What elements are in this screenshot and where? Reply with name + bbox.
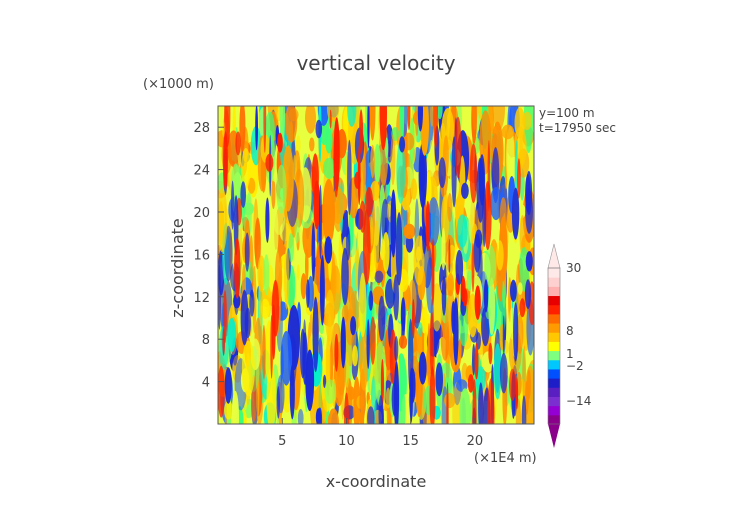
- colorbar-swatch: [548, 414, 560, 425]
- colorbar-swatch: [548, 313, 560, 324]
- x-tick-label: 15: [402, 434, 419, 449]
- y-tick-label: 28: [193, 121, 210, 136]
- plot-frame: [217, 105, 535, 425]
- annotation-y: y=100 m: [539, 106, 595, 120]
- colorbar-swatch: [548, 323, 560, 333]
- colorbar-top-arrow: [547, 243, 561, 269]
- colorbar-label: 8: [566, 324, 574, 338]
- y-tick-label: 24: [193, 164, 210, 179]
- colorbar-label: −14: [566, 394, 591, 408]
- heatmap-field: [218, 106, 534, 424]
- colorbar-swatch: [548, 286, 560, 297]
- y-tick-label: 20: [193, 206, 210, 221]
- y-tick-label: 4: [202, 376, 210, 391]
- colorbar-swatch: [548, 378, 560, 388]
- colorbar-swatch: [548, 359, 560, 370]
- x-axis-label: x-coordinate: [326, 472, 427, 491]
- colorbar-swatch: [548, 277, 560, 287]
- x-tick-label: 5: [278, 434, 286, 449]
- colorbar-bottom-arrow: [548, 424, 560, 448]
- x-tick-label: 10: [338, 434, 355, 449]
- colorbar-swatch: [548, 341, 560, 352]
- colorbar-swatch: [548, 350, 560, 361]
- colorbar-swatch: [548, 405, 560, 416]
- colorbar-swatch: [548, 304, 560, 315]
- x-axis-unit: (×1E4 m): [474, 451, 537, 466]
- y-tick-label: 12: [193, 291, 210, 306]
- y-axis: 4 8 12 16 20 24 28: [193, 121, 224, 391]
- x-axis: 5 10 15 20: [278, 418, 483, 449]
- colorbar-label: 1: [566, 347, 574, 361]
- y-tick-label: 16: [193, 248, 210, 263]
- colorbar-label: 30: [566, 261, 581, 275]
- x-tick-label: 20: [467, 434, 484, 449]
- colorbar: 30 8 1−2 −14: [547, 243, 591, 448]
- chart-title: vertical velocity: [296, 51, 455, 75]
- colorbar-swatch: [548, 368, 560, 379]
- colorbar-swatch: [548, 396, 560, 407]
- annotation-t: t=17950 sec: [539, 121, 616, 135]
- colorbar-swatch: [548, 332, 560, 342]
- y-axis-unit: (×1000 m): [143, 77, 214, 92]
- colorbar-swatch: [548, 295, 560, 306]
- colorbar-swatch: [548, 387, 560, 397]
- colorbar-swatch: [548, 268, 560, 278]
- y-tick-label: 8: [202, 333, 210, 348]
- colorbar-label: −2: [566, 359, 584, 373]
- y-axis-label: z-coordinate: [168, 218, 187, 318]
